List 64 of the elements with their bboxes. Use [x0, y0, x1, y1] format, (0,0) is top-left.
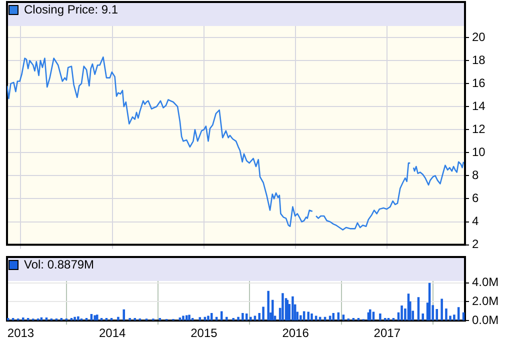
bar	[332, 313, 334, 320]
bar	[262, 306, 264, 320]
bar	[245, 313, 248, 320]
bar	[379, 313, 382, 320]
bar	[242, 313, 244, 320]
x-tick-label: 2014	[98, 326, 126, 340]
bar	[282, 293, 284, 320]
bar	[186, 315, 188, 320]
bar	[45, 318, 48, 320]
bar	[453, 314, 456, 320]
y-tick-label: 14	[472, 98, 486, 113]
y-tick-label: 2.0M	[472, 294, 499, 308]
y-tick-label: 0.0M	[472, 312, 499, 327]
bar	[342, 314, 345, 320]
bar	[417, 297, 420, 320]
bar	[292, 296, 294, 320]
x-tick-label: 2013	[7, 326, 34, 340]
bar	[422, 313, 424, 320]
y-tick-label: 16	[472, 76, 486, 90]
bar	[96, 314, 98, 320]
bar	[400, 306, 403, 320]
bar	[188, 314, 190, 320]
y-tick-label: 4	[472, 214, 479, 228]
legend-label: Closing Price: 9.1	[24, 2, 118, 16]
bar	[302, 311, 306, 320]
y-tick-label: 4.0M	[472, 275, 499, 290]
y-tick-label: 8	[472, 168, 479, 182]
bar	[220, 311, 223, 320]
bar	[300, 315, 302, 320]
x-tick-label: 2016	[282, 326, 310, 340]
bar	[314, 316, 318, 320]
bar	[436, 308, 438, 320]
bar	[22, 318, 24, 320]
bar	[328, 316, 332, 320]
bar	[267, 290, 270, 320]
bar	[440, 298, 443, 320]
bar	[272, 300, 274, 320]
bar	[74, 316, 76, 320]
y-tick-label: 20	[472, 30, 486, 44]
bar	[237, 316, 240, 320]
bar	[117, 316, 120, 320]
bar	[226, 316, 228, 320]
y-tick-label: 10	[472, 144, 486, 159]
bar	[210, 313, 213, 320]
bar	[207, 316, 210, 320]
bar	[182, 316, 184, 320]
bar	[307, 312, 310, 320]
y-tick-label: 18	[472, 52, 486, 67]
bar	[372, 312, 375, 320]
bar	[445, 308, 448, 320]
bar	[254, 316, 256, 320]
bar	[198, 317, 202, 320]
y-tick-label: 12	[472, 122, 486, 136]
bar	[310, 313, 313, 320]
bar	[178, 318, 182, 320]
bar	[250, 316, 252, 320]
x-tick-label: 2017	[374, 326, 401, 340]
y-tick-label: 6	[472, 191, 479, 206]
bar	[77, 316, 80, 320]
legend-label: Vol: 0.8879M	[24, 257, 94, 272]
y-tick-label: 2	[472, 237, 479, 252]
bar	[94, 315, 96, 320]
bar	[457, 307, 460, 320]
x-tick-label: 2015	[190, 326, 218, 340]
